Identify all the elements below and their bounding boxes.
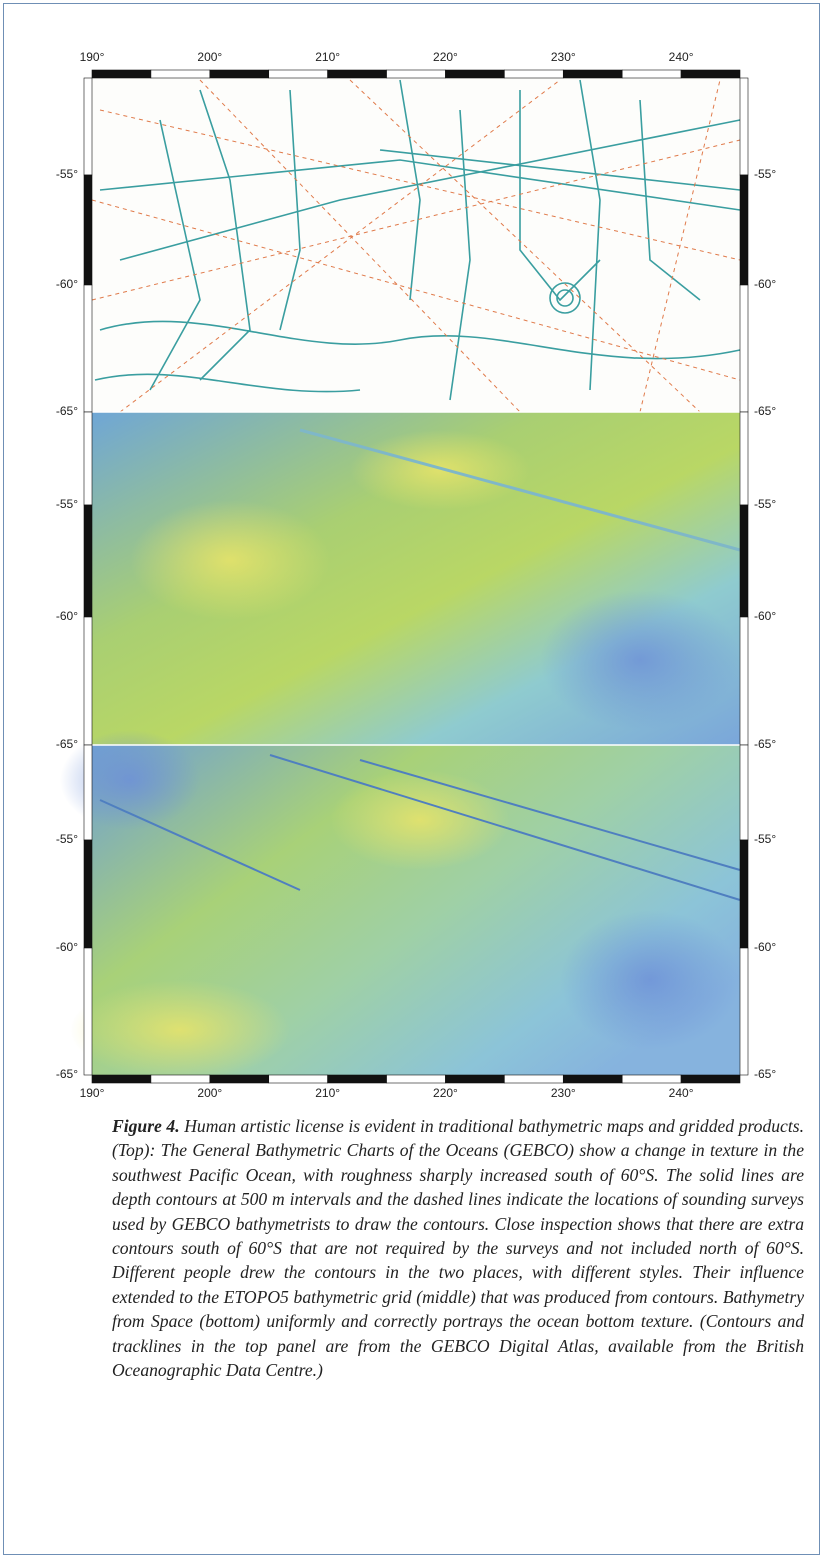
- page: 190° 200° 210° 220° 230° 240° 190° 200° 210° 220°…: [0, 0, 825, 1560]
- frame-segment: [740, 78, 748, 175]
- frame-segment: [622, 70, 681, 78]
- top-tick-label: 210°: [315, 50, 340, 64]
- frame-segment: [740, 175, 748, 285]
- caption-label: Figure 4.: [112, 1116, 180, 1136]
- shade: [560, 910, 740, 1050]
- shade: [540, 590, 740, 730]
- left-tick-label: -55°: [56, 832, 78, 846]
- frame-segment: [269, 70, 328, 78]
- shade: [350, 430, 530, 510]
- top-tick-label: 230°: [551, 50, 576, 64]
- frame-segment: [622, 1075, 681, 1083]
- frame-segment: [328, 1075, 387, 1083]
- frame-segment: [681, 1075, 740, 1083]
- frame-segment: [740, 948, 748, 1075]
- frame-segment: [84, 285, 92, 412]
- shade: [130, 500, 330, 620]
- frame-segment: [92, 1075, 151, 1083]
- left-tick-label: -65°: [56, 737, 78, 751]
- right-tick-label: -60°: [754, 940, 776, 954]
- frame-segment: [84, 412, 92, 505]
- frame-segment: [151, 1075, 210, 1083]
- bottom-tick-label: 230°: [551, 1086, 576, 1100]
- right-tick-label: -55°: [754, 497, 776, 511]
- left-tick-label: -55°: [56, 497, 78, 511]
- frame-segment: [387, 70, 446, 78]
- caption-text: Human artistic license is evident in tra…: [112, 1116, 804, 1380]
- top-tick-label: 220°: [433, 50, 458, 64]
- frame-segment: [504, 70, 563, 78]
- right-tick-label: -60°: [754, 609, 776, 623]
- frame-segment: [387, 1075, 446, 1083]
- top-tick-label: 200°: [197, 50, 222, 64]
- frame-segment: [740, 505, 748, 617]
- frame-segment: [563, 1075, 622, 1083]
- frame-segment: [269, 1075, 328, 1083]
- bottom-tick-label: 190°: [80, 1086, 105, 1100]
- left-tick-label: -65°: [56, 404, 78, 418]
- right-tick-label: -60°: [754, 277, 776, 291]
- frame-segment: [740, 840, 748, 948]
- bottom-tick-label: 210°: [315, 1086, 340, 1100]
- top-tick-label: 190°: [80, 50, 105, 64]
- frame-segment: [151, 70, 210, 78]
- frame-segment: [504, 1075, 563, 1083]
- right-tick-label: -55°: [754, 167, 776, 181]
- right-tick-label: -65°: [754, 404, 776, 418]
- bottom-tick-label: 220°: [433, 1086, 458, 1100]
- bottom-tick-label: 200°: [197, 1086, 222, 1100]
- left-tick-label: -60°: [56, 940, 78, 954]
- frame-segment: [740, 617, 748, 745]
- frame-segment: [740, 745, 748, 840]
- right-tick-label: -55°: [754, 832, 776, 846]
- left-tick-label: -60°: [56, 609, 78, 623]
- frame-segment: [445, 1075, 504, 1083]
- right-tick-label: -65°: [754, 737, 776, 751]
- left-tick-label: -65°: [56, 1067, 78, 1081]
- frame-segment: [563, 70, 622, 78]
- map-figure: 190° 200° 210° 220° 230° 240° 190° 200° 210° 220°…: [0, 0, 825, 1100]
- shade: [70, 980, 290, 1080]
- frame-segment: [84, 840, 92, 948]
- frame-segment: [740, 412, 748, 505]
- frame-segment: [681, 70, 740, 78]
- caption: Figure 4. Human artistic license is evid…: [112, 1114, 804, 1382]
- top-tick-label: 240°: [669, 50, 694, 64]
- bottom-tick-label: 240°: [669, 1086, 694, 1100]
- left-tick-label: -55°: [56, 167, 78, 181]
- frame-segment: [84, 948, 92, 1075]
- frame-segment: [210, 1075, 269, 1083]
- frame-segment: [84, 175, 92, 285]
- frame-segment: [84, 78, 92, 175]
- frame-segment: [210, 70, 269, 78]
- frame-segment: [740, 285, 748, 412]
- frame-segment: [92, 70, 151, 78]
- frame-segment: [445, 70, 504, 78]
- right-tick-label: -65°: [754, 1067, 776, 1081]
- frame-segment: [84, 505, 92, 617]
- frame-segment: [84, 617, 92, 745]
- left-tick-label: -60°: [56, 277, 78, 291]
- frame-segment: [328, 70, 387, 78]
- frame-segment: [84, 745, 92, 840]
